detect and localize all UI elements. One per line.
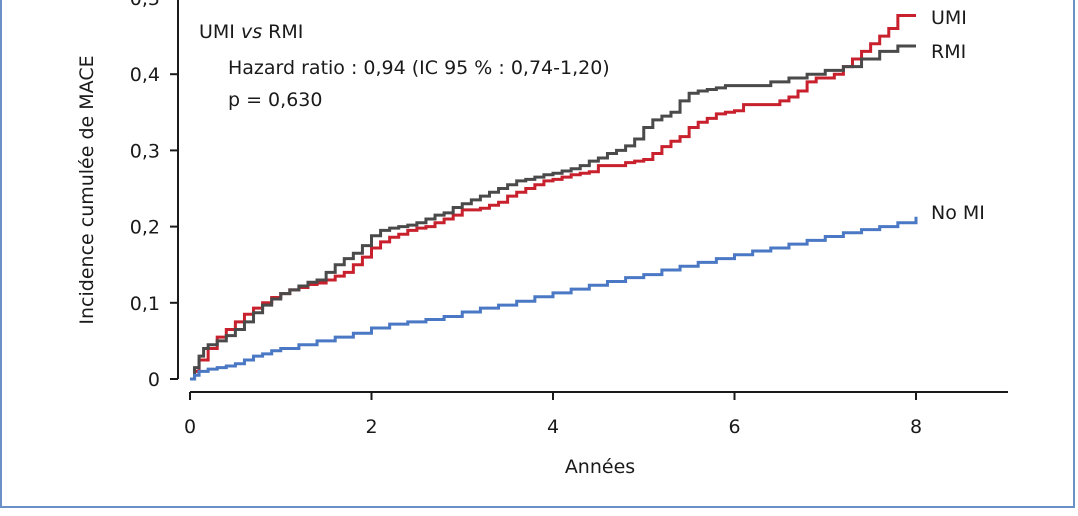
series-labels: UMI RMI No MI xyxy=(931,7,985,224)
x-axis-label: Années xyxy=(565,456,635,478)
hazard-ratio-text: Hazard ratio : 0,94 (IC 95 % : 0,74-1,20… xyxy=(228,57,610,79)
p-value-text: p = 0,630 xyxy=(228,89,322,111)
series-lines xyxy=(190,14,918,381)
y-axis-label: Incidence cumulée de MACE xyxy=(76,55,98,324)
x-tick-label: 4 xyxy=(547,416,559,438)
comparison-b: RMI xyxy=(268,21,303,43)
y-tick-label: 0,1 xyxy=(130,293,160,315)
comparison-vs: vs xyxy=(241,21,262,43)
y-tick-label: 0,3 xyxy=(130,140,160,162)
axes xyxy=(177,0,1008,393)
y-tick-label: 0,2 xyxy=(130,217,160,239)
series-label-rmi: RMI xyxy=(931,41,966,63)
x-tick-label: 8 xyxy=(910,416,922,438)
comparison-a: UMI xyxy=(199,21,235,43)
x-tick-label: 0 xyxy=(184,416,196,438)
y-tick-label: 0 xyxy=(148,369,160,391)
ticks: 0 0,1 0,2 0,3 0,4 0,5 0 2 4 6 8 xyxy=(130,0,922,438)
x-tick-label: 6 xyxy=(728,416,740,438)
y-tick-label: 0,4 xyxy=(130,64,160,86)
x-tick-label: 2 xyxy=(365,416,377,438)
series-line-rmi xyxy=(190,44,916,381)
series-line-no-mi xyxy=(190,216,918,381)
series-label-no-mi: No MI xyxy=(931,202,985,224)
comparison-title: UMI vs RMI xyxy=(199,21,303,43)
series-label-umi: UMI xyxy=(931,7,967,29)
y-tick-label: 0,5 xyxy=(130,0,160,10)
